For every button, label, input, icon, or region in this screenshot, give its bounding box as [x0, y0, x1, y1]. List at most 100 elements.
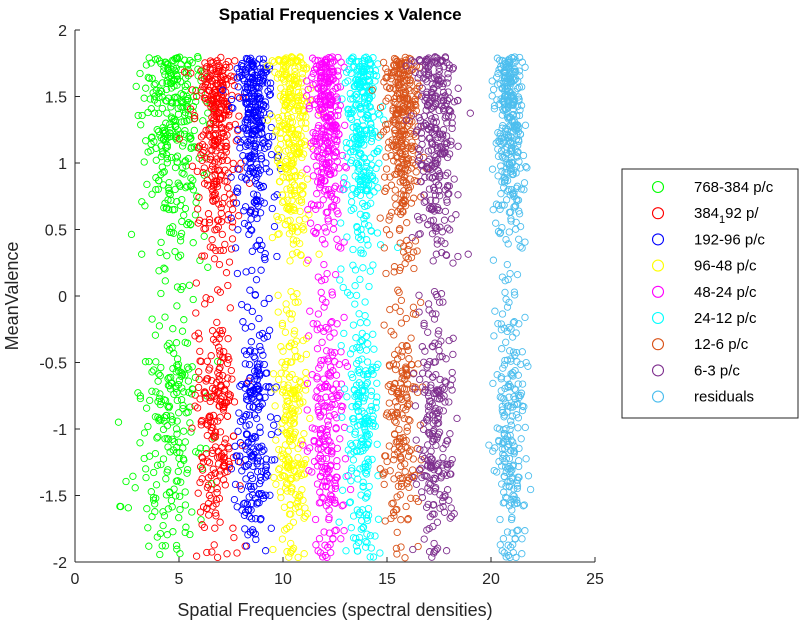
data-point [276, 464, 284, 472]
data-point [253, 94, 261, 103]
data-point [239, 152, 247, 160]
data-point [446, 430, 454, 438]
data-point [212, 500, 220, 508]
data-point [181, 338, 189, 347]
data-point [188, 363, 196, 371]
data-point [417, 464, 425, 472]
data-point [174, 104, 182, 113]
data-point [288, 196, 296, 205]
data-point [303, 406, 311, 414]
data-point [254, 202, 262, 210]
data-point [143, 180, 151, 189]
data-point [148, 368, 156, 376]
data-point [225, 258, 234, 266]
data-point [136, 392, 144, 400]
data-point [405, 483, 413, 492]
data-point [289, 236, 297, 244]
data-point [230, 398, 239, 406]
data-point [292, 134, 301, 142]
data-point [220, 97, 228, 105]
data-point [251, 434, 260, 442]
data-point [518, 550, 526, 558]
data-point [262, 455, 271, 463]
data-point [163, 109, 171, 117]
data-point [148, 190, 156, 198]
data-point [241, 65, 249, 74]
data-point [250, 348, 259, 356]
data-point [198, 453, 206, 461]
data-point [240, 207, 248, 215]
data-point [172, 64, 180, 72]
data-point [493, 73, 501, 81]
data-point [203, 457, 212, 465]
data-point [221, 385, 229, 393]
data-point [198, 454, 207, 462]
data-point [209, 196, 217, 204]
data-point [159, 425, 168, 434]
data-point [449, 350, 457, 359]
plot-points [114, 52, 535, 562]
data-point [246, 286, 254, 294]
data-point [187, 144, 195, 153]
data-point [158, 104, 166, 113]
data-point [137, 121, 145, 129]
data-point [306, 219, 315, 227]
data-point [203, 155, 211, 163]
data-point [227, 173, 235, 181]
data-point [124, 504, 132, 512]
data-point [219, 462, 227, 470]
data-point [326, 333, 334, 341]
data-point [266, 491, 274, 499]
data-point [199, 83, 207, 91]
data-point [284, 384, 292, 392]
data-point [194, 54, 202, 62]
data-point [213, 553, 222, 562]
data-point [448, 368, 456, 377]
data-point [234, 427, 242, 435]
data-point [217, 53, 225, 62]
data-point [257, 152, 265, 160]
data-point [200, 180, 209, 188]
data-point [352, 291, 361, 300]
data-point [163, 342, 171, 350]
data-point [208, 435, 216, 443]
data-point [218, 199, 227, 208]
data-point [282, 300, 290, 308]
data-point [286, 522, 294, 531]
data-point [210, 432, 218, 441]
data-point [150, 109, 159, 117]
data-point [272, 480, 280, 488]
data-point [238, 467, 246, 475]
data-point [296, 379, 305, 387]
data-point [214, 286, 222, 294]
data-point [181, 501, 190, 509]
data-point [169, 77, 178, 85]
data-point [185, 281, 194, 289]
data-point [272, 383, 280, 391]
data-point [332, 371, 341, 379]
data-point [227, 465, 236, 473]
data-point [343, 393, 351, 401]
data-point [177, 460, 185, 469]
data-point [238, 173, 246, 181]
data-point [512, 329, 520, 337]
data-point [175, 376, 184, 385]
data-point [256, 209, 265, 217]
data-point [250, 352, 258, 361]
data-point [441, 207, 450, 216]
data-point [163, 155, 171, 163]
data-point [347, 198, 356, 206]
data-point [244, 482, 253, 490]
data-point [448, 375, 456, 384]
data-point [173, 158, 181, 166]
data-point [284, 217, 292, 225]
data-point [429, 522, 437, 531]
data-point [180, 211, 188, 219]
data-point [373, 379, 381, 387]
data-point [250, 411, 259, 419]
data-point [206, 132, 214, 141]
data-point [204, 421, 212, 429]
data-point [209, 465, 217, 473]
data-point [446, 226, 454, 234]
data-point [270, 222, 279, 231]
